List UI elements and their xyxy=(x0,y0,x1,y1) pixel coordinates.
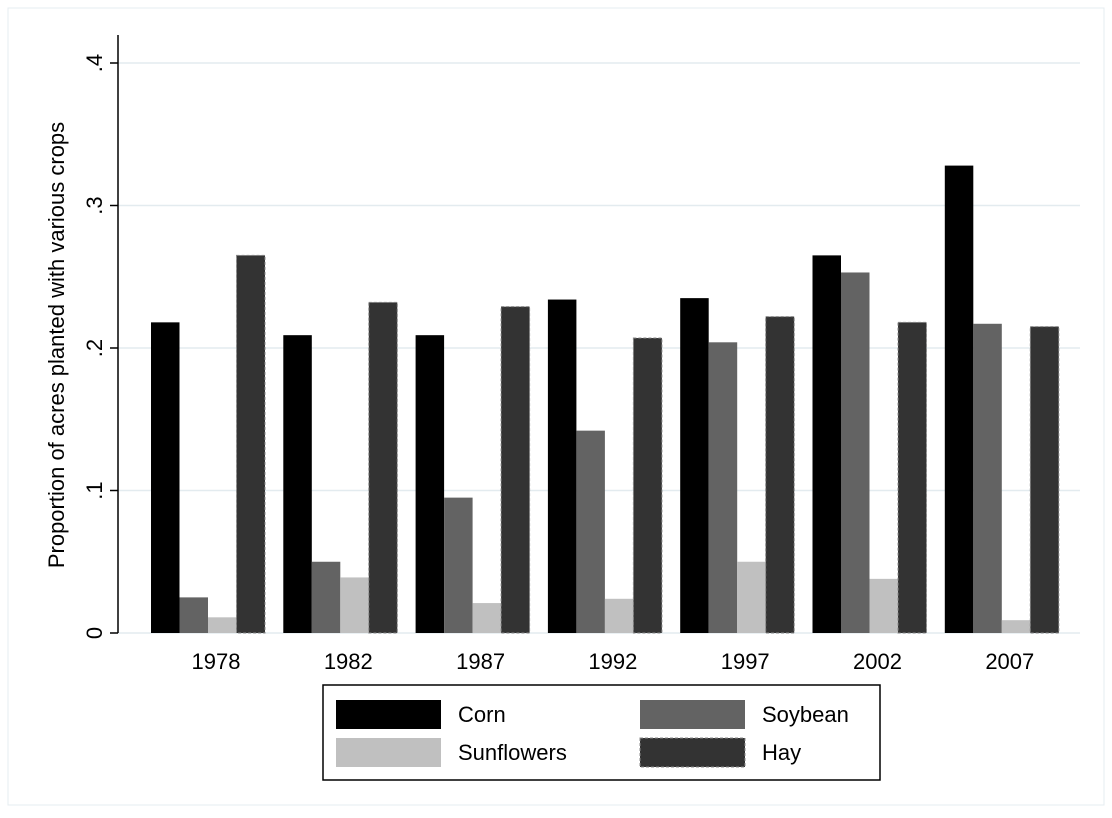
legend-swatch xyxy=(640,700,745,729)
legend-swatch xyxy=(336,700,441,729)
legend-label: Soybean xyxy=(762,702,849,727)
bar xyxy=(897,321,927,634)
x-tick-label: 1987 xyxy=(456,649,505,674)
y-tick-label: .2 xyxy=(82,339,107,357)
bar xyxy=(179,597,208,633)
bar xyxy=(1001,620,1031,633)
legend-label: Corn xyxy=(458,702,506,727)
y-tick-label: .4 xyxy=(82,54,107,72)
bar xyxy=(340,577,369,633)
bar xyxy=(632,337,663,634)
legend-label: Sunflowers xyxy=(458,740,567,765)
x-tick-label: 2007 xyxy=(985,649,1034,674)
bar xyxy=(604,598,634,633)
bar xyxy=(236,254,266,634)
bar xyxy=(151,322,180,633)
bar xyxy=(841,272,870,633)
bar xyxy=(472,603,502,633)
bar xyxy=(415,335,445,633)
legend-swatch xyxy=(336,738,441,767)
legend-label: Hay xyxy=(762,740,801,765)
bar xyxy=(869,578,898,633)
y-tick-label: .1 xyxy=(82,481,107,499)
y-tick-label: .3 xyxy=(82,196,107,214)
bar xyxy=(973,323,1002,633)
legend-swatch xyxy=(639,737,746,768)
bar xyxy=(283,335,312,633)
bar xyxy=(944,165,974,633)
bar xyxy=(576,430,605,633)
bar xyxy=(680,298,709,633)
bar xyxy=(812,255,841,633)
bar xyxy=(368,301,398,634)
bar xyxy=(765,316,795,634)
x-tick-label: 1992 xyxy=(588,649,637,674)
bar xyxy=(708,342,738,633)
x-tick-label: 2002 xyxy=(853,649,902,674)
y-axis-label: Proportion of acres planted with various… xyxy=(44,122,69,568)
y-tick-label: 0 xyxy=(82,627,107,639)
bar xyxy=(500,306,531,634)
bar xyxy=(1029,326,1060,634)
bar xyxy=(547,299,577,633)
x-tick-label: 1982 xyxy=(324,649,373,674)
bar xyxy=(737,561,766,633)
x-tick-label: 1978 xyxy=(192,649,241,674)
bar xyxy=(444,497,473,633)
chart-frame xyxy=(7,7,1105,806)
x-tick-label: 1997 xyxy=(721,649,770,674)
bar xyxy=(208,617,237,633)
bar xyxy=(311,561,341,633)
